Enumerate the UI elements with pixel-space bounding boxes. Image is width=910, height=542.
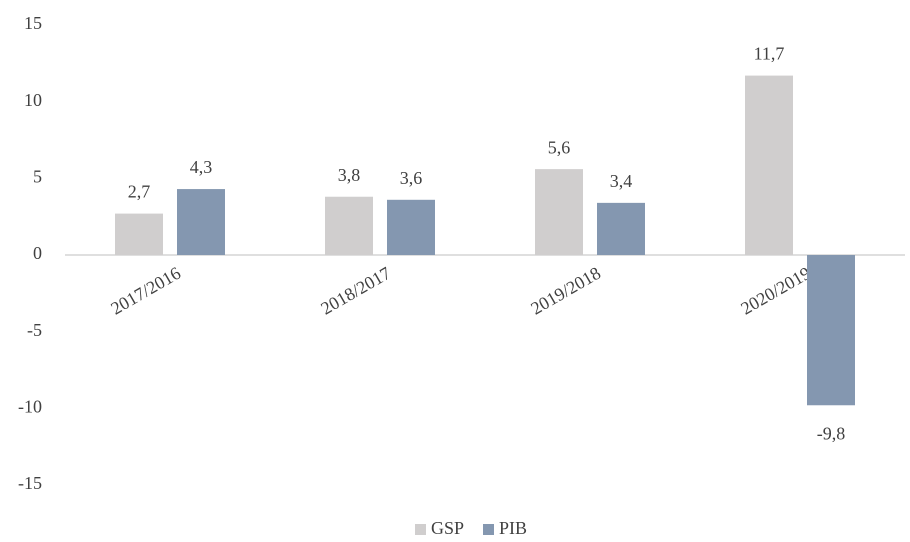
y-tick-label: -15 — [18, 473, 42, 493]
bar — [387, 199, 435, 255]
bar — [115, 213, 163, 255]
bar — [177, 189, 225, 255]
value-label: 3,6 — [400, 168, 423, 188]
bar — [325, 196, 373, 255]
y-tick-label: 5 — [33, 166, 42, 186]
legend-swatch — [483, 524, 494, 535]
value-label: 3,4 — [610, 171, 633, 191]
x-tick-label: 2020/2019 — [737, 263, 814, 319]
y-tick-label: 15 — [24, 13, 42, 33]
bar — [745, 75, 793, 255]
x-tick-label: 2017/2016 — [107, 263, 184, 319]
value-label: 3,8 — [338, 165, 361, 185]
x-tick-label: 2018/2017 — [317, 263, 394, 319]
value-label: 4,3 — [190, 157, 213, 177]
legend-label: GSP — [431, 518, 464, 538]
value-label: -9,8 — [817, 423, 846, 443]
x-tick-label: 2019/2018 — [527, 263, 604, 319]
bar — [807, 255, 855, 406]
legend-swatch — [415, 524, 426, 535]
legend-label: PIB — [499, 518, 527, 538]
bar — [597, 202, 645, 255]
bar — [535, 169, 583, 255]
value-label: 2,7 — [128, 182, 151, 202]
y-tick-label: 0 — [33, 243, 42, 263]
y-tick-label: 10 — [24, 90, 42, 110]
value-label: 5,6 — [548, 137, 571, 157]
y-tick-label: -10 — [18, 396, 42, 416]
value-label: 11,7 — [754, 44, 785, 64]
y-tick-label: -5 — [27, 320, 42, 340]
